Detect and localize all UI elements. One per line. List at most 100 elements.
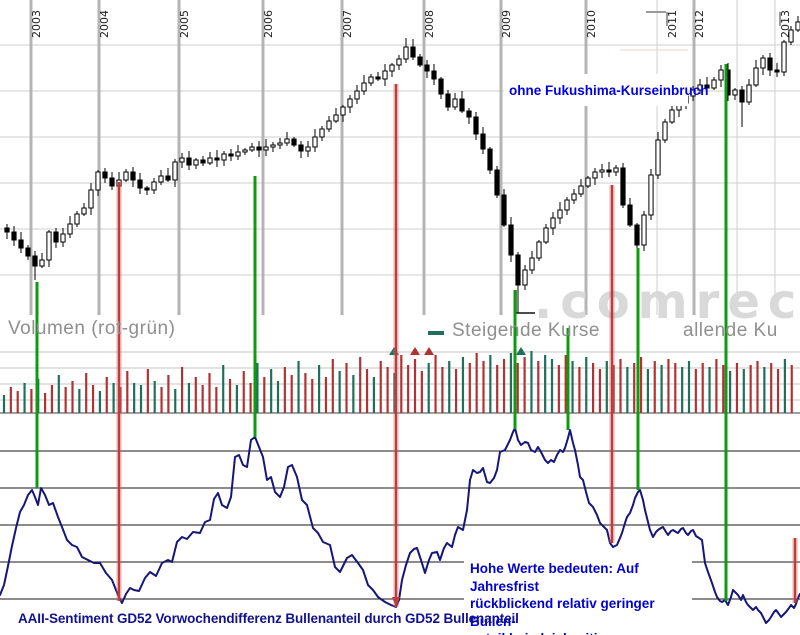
candle <box>746 84 752 103</box>
candle <box>795 21 800 31</box>
candle <box>354 90 360 100</box>
candle <box>396 58 402 66</box>
candle <box>4 227 10 233</box>
candle <box>634 224 640 246</box>
candle <box>494 169 500 196</box>
candle <box>18 239 24 249</box>
year-axis: 2003 2004 2005 2006 2007 2008 2009 2010 2011 2012… <box>29 0 792 315</box>
candle <box>410 46 416 58</box>
candle <box>648 174 654 216</box>
candle <box>340 106 346 116</box>
candle <box>256 146 262 151</box>
candle <box>487 148 493 171</box>
candle <box>326 120 332 130</box>
candle <box>221 153 227 161</box>
year-label: 2011 <box>666 10 679 38</box>
candle <box>165 175 171 181</box>
candle <box>193 159 199 166</box>
candle <box>81 207 87 215</box>
candle <box>578 185 584 195</box>
annotation-boxes <box>464 74 692 629</box>
candle <box>375 76 381 80</box>
candle <box>522 269 528 286</box>
year-label: 2003 <box>30 10 43 38</box>
candle <box>424 64 430 72</box>
candle <box>347 98 353 108</box>
candle <box>753 67 759 86</box>
candle <box>11 231 17 241</box>
chart-marks <box>515 11 781 314</box>
year-label: 2009 <box>500 10 513 38</box>
candle <box>571 193 577 201</box>
candle <box>123 171 129 181</box>
candle <box>788 29 794 43</box>
candle <box>60 233 66 243</box>
candle <box>515 254 521 286</box>
event-lines <box>35 64 798 607</box>
candle <box>39 259 45 267</box>
candle <box>158 175 164 183</box>
candle <box>333 114 339 122</box>
candle <box>319 128 325 138</box>
candle <box>263 146 269 151</box>
candle <box>109 177 115 187</box>
candle <box>690 89 696 97</box>
candle <box>277 142 283 146</box>
candle <box>662 121 668 141</box>
candle <box>466 110 472 118</box>
candle <box>669 109 675 123</box>
year-label: 2008 <box>423 10 436 38</box>
candlestick-pane <box>4 16 800 313</box>
watermark: .comrec <box>534 274 800 330</box>
candle <box>536 241 542 259</box>
candle <box>781 41 787 73</box>
red-down-arrow-icon <box>392 597 400 607</box>
candle <box>389 64 395 72</box>
candle <box>32 255 38 267</box>
candle <box>627 204 633 226</box>
candle <box>459 98 465 112</box>
indicator-title: AAII-Sentiment GD52 Vorwochendifferenz B… <box>18 611 519 626</box>
candle <box>431 70 437 80</box>
volume-pane-title: Volumen (rot-grün) <box>8 318 176 339</box>
volume-arrows <box>389 347 526 355</box>
candle <box>711 79 717 89</box>
candle <box>417 56 423 66</box>
candle <box>228 153 234 157</box>
candle <box>130 171 136 181</box>
candle <box>529 257 535 271</box>
legend-falling-label: allende Ku <box>683 320 778 341</box>
candle <box>697 84 703 91</box>
candle <box>25 247 31 257</box>
year-label: 2004 <box>98 10 111 38</box>
candle <box>291 138 297 146</box>
candle <box>312 136 318 148</box>
candle <box>305 146 311 152</box>
sentiment-line <box>0 427 800 624</box>
candle <box>655 139 661 176</box>
candle <box>767 57 773 71</box>
year-label: 2010 <box>585 10 598 38</box>
candle <box>564 199 570 211</box>
candle <box>739 89 745 103</box>
fukushima-annotation: ohne Fukushima-Kurseinbruch <box>509 83 709 98</box>
red-up-arrow-icon <box>424 347 434 355</box>
candle <box>438 78 444 95</box>
candle <box>704 84 710 89</box>
candle <box>172 161 178 181</box>
candle <box>718 69 724 81</box>
candle <box>284 138 290 144</box>
year-label: 2005 <box>178 10 191 38</box>
candle <box>46 231 52 261</box>
year-label: 2012 <box>693 10 706 38</box>
candle <box>620 167 626 206</box>
candle <box>88 189 94 209</box>
sentiment-pane <box>0 427 800 624</box>
candle <box>368 76 374 84</box>
candle <box>200 159 206 164</box>
volume-bars <box>2 351 793 413</box>
candle <box>382 70 388 80</box>
candle <box>613 167 619 173</box>
